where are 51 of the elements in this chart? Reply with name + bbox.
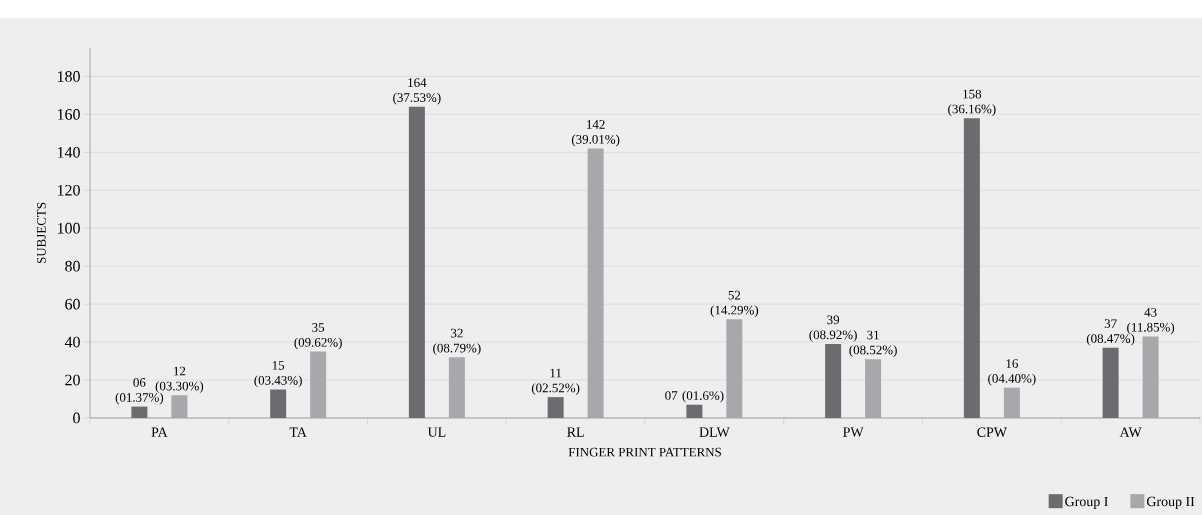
y-tick-label: 180 — [57, 71, 80, 82]
data-label: 158 (36.16%) — [948, 89, 996, 116]
bar — [131, 406, 148, 418]
bar — [171, 395, 188, 418]
x-tick-label: PA — [151, 427, 168, 437]
data-label: 15 (03.43%) — [254, 361, 302, 388]
bar — [270, 389, 287, 418]
data-label: 12 (03.30%) — [155, 366, 204, 394]
data-label: 39 (08.92%) — [809, 315, 857, 342]
y-tick-label: 80 — [65, 260, 80, 272]
x-tick-label: TA — [289, 427, 307, 437]
bar — [448, 357, 465, 418]
y-tick-label: 100 — [57, 222, 80, 234]
bar — [547, 397, 564, 418]
bar — [825, 343, 842, 418]
bar — [310, 351, 327, 418]
data-label: 32 (08.79%) — [433, 328, 481, 356]
bar — [1102, 347, 1119, 418]
legend-label: Group II — [1146, 496, 1195, 510]
x-tick-label: PW — [843, 427, 864, 437]
bar — [1142, 336, 1159, 418]
bar — [963, 118, 980, 418]
bar — [686, 404, 703, 418]
y-tick-label: 20 — [65, 374, 80, 386]
data-label: 11 (02.52%) — [531, 368, 580, 395]
data-label: 07 (01.6%) — [665, 390, 724, 403]
data-label: 43 (11.85%) — [1127, 307, 1175, 335]
x-tick-label: UL — [427, 427, 446, 437]
x-tick-label: AW — [1119, 427, 1142, 437]
y-tick-label: 40 — [64, 336, 80, 348]
y-tick-label: 140 — [57, 146, 80, 158]
y-tick-label: 60 — [65, 298, 80, 310]
y-tick-label: 0 — [73, 412, 80, 424]
bar — [726, 319, 743, 418]
data-label: 142 (39.01%) — [571, 120, 620, 147]
bar — [408, 106, 425, 418]
bar — [865, 359, 882, 418]
data-label: 164 (37.53%) — [393, 78, 441, 105]
data-label: 16 (04.40%) — [988, 359, 1036, 386]
data-label: 35 (09.62%) — [294, 323, 342, 350]
x-tick-label: DLW — [699, 427, 730, 437]
bar — [587, 148, 604, 418]
x-axis-title: FINGER PRINT PATTERNS — [568, 447, 721, 457]
y-tick-label: 120 — [57, 184, 80, 196]
x-tick-label: RL — [567, 427, 584, 437]
y-axis-title: SUBJECTS — [37, 202, 46, 264]
y-tick-label: 160 — [57, 109, 80, 120]
x-tick-label: CPW — [977, 427, 1007, 437]
legend-label: Group I — [1065, 496, 1108, 510]
bar — [1003, 387, 1020, 418]
data-label: 52 (14.29%) — [710, 290, 759, 318]
